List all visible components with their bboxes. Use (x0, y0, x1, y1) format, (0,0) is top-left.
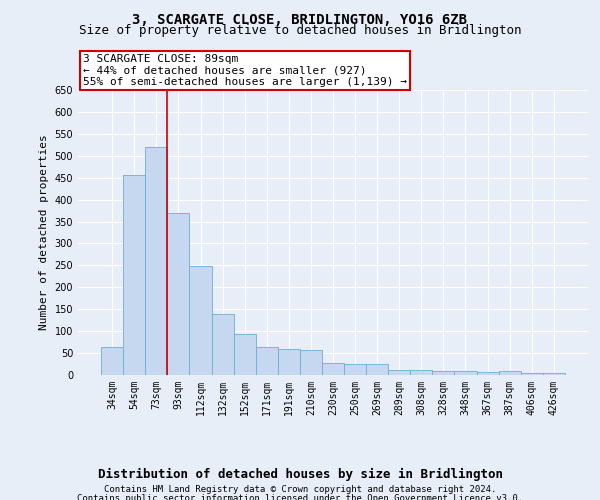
Bar (123, 174, 145, 375)
Bar (278, 348, 300, 375)
Bar (190, 266, 212, 375)
Bar (300, 350, 322, 375)
Y-axis label: Number of detached properties: Number of detached properties (39, 134, 49, 330)
Bar (499, 372, 521, 375)
Bar (167, 213, 190, 375)
Bar (145, 147, 167, 375)
Bar (476, 372, 499, 375)
Text: Distribution of detached houses by size in Bridlington: Distribution of detached houses by size … (97, 468, 503, 480)
Bar (212, 314, 233, 375)
Text: Contains HM Land Registry data © Crown copyright and database right 2024.: Contains HM Land Registry data © Crown c… (104, 485, 496, 494)
Bar (454, 372, 476, 375)
Bar (388, 370, 410, 375)
Bar (344, 364, 366, 375)
Bar (322, 363, 344, 375)
Bar (543, 373, 565, 375)
Bar (410, 370, 433, 375)
Bar (366, 364, 388, 375)
Text: Contains public sector information licensed under the Open Government Licence v3: Contains public sector information licen… (77, 494, 523, 500)
Text: 3, SCARGATE CLOSE, BRIDLINGTON, YO16 6ZB: 3, SCARGATE CLOSE, BRIDLINGTON, YO16 6ZB (133, 12, 467, 26)
Bar (233, 334, 256, 375)
Text: 3 SCARGATE CLOSE: 89sqm
← 44% of detached houses are smaller (927)
55% of semi-d: 3 SCARGATE CLOSE: 89sqm ← 44% of detache… (83, 54, 407, 87)
Bar (256, 348, 278, 375)
Bar (521, 373, 543, 375)
Bar (433, 371, 454, 375)
Text: Size of property relative to detached houses in Bridlington: Size of property relative to detached ho… (79, 24, 521, 37)
Bar (101, 348, 123, 375)
